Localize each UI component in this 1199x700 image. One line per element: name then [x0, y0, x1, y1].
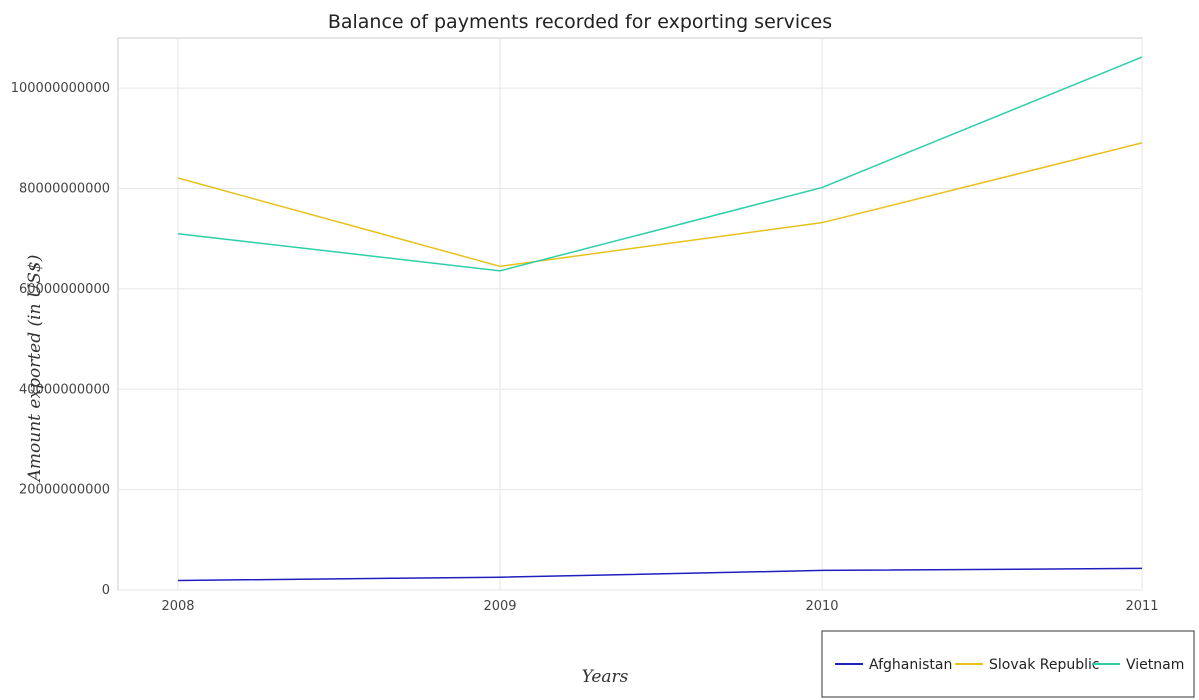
y-tick-label: 0	[102, 583, 110, 598]
y-axis-ticks: 0 20000000000 40000000000 60000000000 800000…	[11, 81, 110, 598]
legend-label: Afghanistan	[869, 657, 952, 673]
series-line-slovak-republic	[177, 142, 1143, 268]
y-axis-label: Amount exported (in US$)	[25, 255, 45, 484]
x-tick-label: 2009	[483, 599, 516, 614]
series-line-vietnam	[177, 56, 1143, 272]
x-axis-ticks: 2008 2009 2010 2011	[161, 599, 1158, 614]
series-line-afghanistan	[177, 567, 1143, 582]
y-tick-label: 100000000000	[11, 81, 110, 96]
legend-label: Slovak Republic	[989, 657, 1100, 673]
legend: Afghanistan Slovak Republic Vietnam	[821, 630, 1195, 698]
series-lines	[177, 56, 1143, 582]
y-tick-label: 60000000000	[19, 282, 110, 297]
x-axis-label: Years	[582, 667, 629, 687]
plot-area: 0 20000000000 40000000000 60000000000 800000…	[11, 37, 1159, 614]
x-tick-label: 2011	[1125, 599, 1158, 614]
grid-lines	[118, 38, 1143, 591]
y-tick-label: 20000000000	[19, 483, 110, 498]
legend-box	[821, 630, 1195, 698]
y-tick-label: 40000000000	[19, 382, 110, 397]
chart-title: Balance of payments recorded for exporti…	[328, 11, 832, 33]
y-tick-label: 80000000000	[19, 182, 110, 197]
legend-label: Vietnam	[1126, 657, 1184, 673]
x-tick-label: 2008	[161, 599, 194, 614]
x-tick-label: 2010	[805, 599, 838, 614]
